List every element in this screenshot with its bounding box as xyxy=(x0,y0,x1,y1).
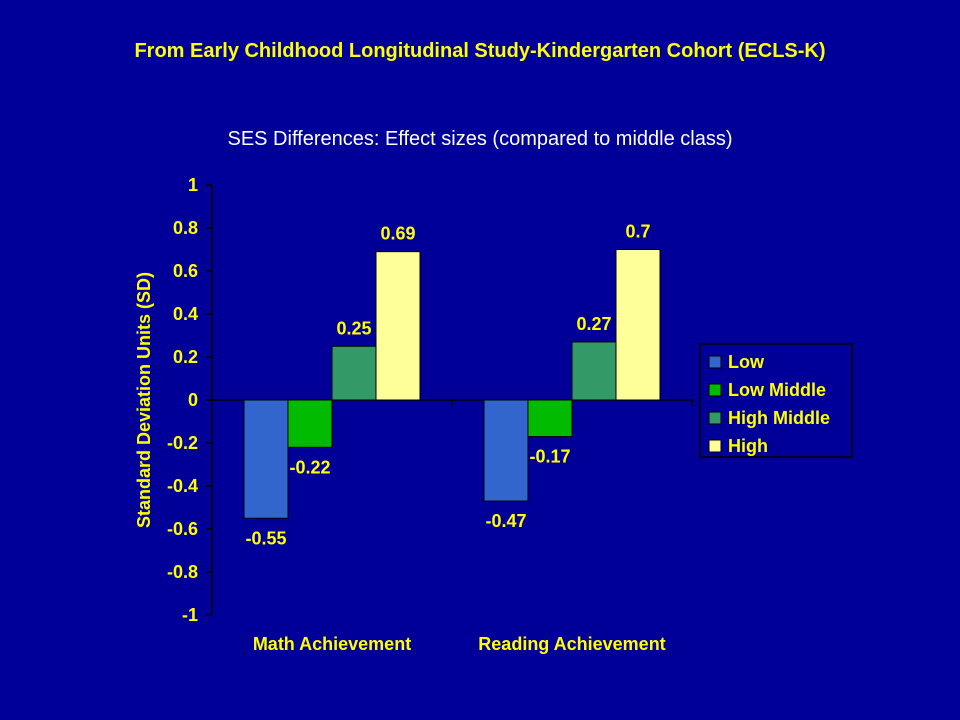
slide-heading: From Early Childhood Longitudinal Study-… xyxy=(134,40,826,62)
legend-label: Low Middle xyxy=(728,380,826,400)
y-tick-label: -0.6 xyxy=(167,519,198,539)
y-tick-label: 0 xyxy=(188,390,198,410)
legend-box xyxy=(699,343,853,458)
y-tick-label: 1 xyxy=(188,175,198,195)
bar xyxy=(243,399,289,519)
legend-swatch xyxy=(708,411,722,425)
bar xyxy=(331,345,377,401)
legend-label: High xyxy=(728,436,768,456)
data-label: 0.69 xyxy=(380,224,415,244)
bar xyxy=(615,249,661,401)
chart-title: SES Differences: Effect sizes (compared … xyxy=(227,128,733,150)
legend-swatch xyxy=(708,355,722,369)
data-label: 0.7 xyxy=(625,222,650,242)
legend-label: Low xyxy=(728,352,765,372)
data-label: 0.25 xyxy=(336,318,371,338)
bar xyxy=(375,251,421,401)
y-tick-label: -1 xyxy=(182,605,198,625)
data-label: -0.22 xyxy=(289,457,330,477)
bar xyxy=(287,399,333,448)
bar xyxy=(483,399,529,502)
x-category-label: Math Achievement xyxy=(253,634,411,654)
y-axis-label: Standard Deviation Units (SD) xyxy=(134,272,154,528)
x-category-label: Reading Achievement xyxy=(478,634,665,654)
y-tick-label: -0.4 xyxy=(167,476,198,496)
data-label: -0.55 xyxy=(245,528,286,548)
legend-label: High Middle xyxy=(728,408,830,428)
data-label: -0.17 xyxy=(529,447,570,467)
y-tick-label: 0.4 xyxy=(173,304,198,324)
bar xyxy=(571,341,617,401)
y-tick-label: -0.8 xyxy=(167,562,198,582)
y-tick-label: -0.2 xyxy=(167,433,198,453)
data-label: -0.47 xyxy=(485,511,526,531)
y-tick-label: 0.2 xyxy=(173,347,198,367)
y-tick-label: 0.6 xyxy=(173,261,198,281)
y-tick-label: 0.8 xyxy=(173,218,198,238)
legend-swatch xyxy=(708,439,722,453)
legend-swatch xyxy=(708,383,722,397)
bar xyxy=(527,399,573,438)
data-label: 0.27 xyxy=(576,314,611,334)
